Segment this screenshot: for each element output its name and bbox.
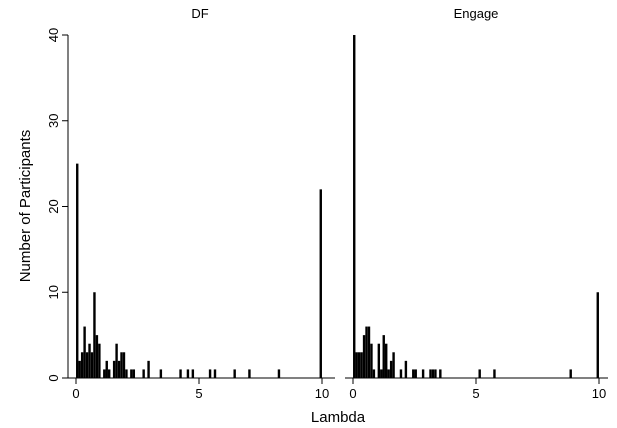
x-axis-title: Lambda [311, 409, 366, 426]
histogram-bar [186, 369, 190, 378]
histogram-bar [277, 369, 281, 378]
histogram-bar [382, 335, 385, 378]
histogram-bar [493, 369, 496, 378]
histogram-bar [159, 369, 163, 378]
histogram-bar [355, 352, 358, 378]
histogram-bar [191, 369, 195, 378]
histogram-bar [439, 369, 442, 378]
histogram-bar [213, 369, 217, 378]
panel-title-df: DF [191, 6, 208, 21]
y-axis-title: Number of Participants [17, 130, 34, 283]
histogram-bar [434, 369, 437, 378]
histogram-bar [80, 352, 84, 378]
histogram-bar [88, 343, 91, 378]
bars-engage [353, 35, 599, 378]
histogram-bar [431, 369, 435, 378]
histogram-bar [130, 369, 133, 378]
x-tick-label: 10 [315, 386, 329, 401]
histogram-bar [377, 343, 381, 378]
histogram-bar [362, 335, 366, 378]
histogram-bar [380, 369, 383, 378]
histogram-bar [248, 369, 251, 378]
histogram-bar [367, 326, 371, 378]
histogram-bar [360, 352, 363, 378]
histogram-bar [122, 352, 126, 378]
histogram-bar [414, 369, 417, 378]
histogram-bar [596, 292, 599, 378]
histogram-bar [387, 369, 390, 378]
histogram-bar [93, 292, 96, 378]
histogram-bar [478, 369, 481, 378]
histogram-bar [117, 360, 121, 378]
histogram-bar [115, 343, 118, 378]
x-tick-label: 0 [72, 386, 79, 401]
histogram-bar [389, 360, 393, 378]
x-tick-label: 0 [349, 386, 356, 401]
histogram-bar [370, 343, 373, 378]
histogram-bar [105, 360, 108, 378]
histogram-bar [103, 369, 106, 378]
histogram-bar [78, 360, 81, 378]
histogram-bar [95, 335, 99, 378]
histogram-bar [319, 189, 322, 378]
histogram-bar [233, 369, 236, 378]
histogram-bar [208, 369, 212, 378]
histogram-bar [179, 369, 182, 378]
y-axis: 0 10 20 30 40 [46, 28, 68, 382]
histogram-bar [76, 163, 79, 378]
histogram-bar [429, 369, 432, 378]
y-tick-label: 0 [46, 374, 61, 381]
histogram-bar [108, 369, 111, 378]
histogram-bar [421, 369, 425, 378]
histogram-bar [98, 343, 101, 378]
histogram-bar [372, 369, 376, 378]
histogram-bar [120, 352, 123, 378]
histogram-bar [125, 369, 128, 378]
histogram-bar [353, 35, 356, 378]
histogram-bar [142, 369, 145, 378]
histogram-bar [404, 360, 408, 378]
y-tick-label: 40 [46, 28, 61, 42]
histogram-bar [385, 343, 388, 378]
panel-title-engage: Engage [454, 6, 499, 21]
histogram-bar [399, 369, 403, 378]
histogram-bar [392, 352, 395, 378]
x-tick-label: 5 [195, 386, 202, 401]
histogram-bar [90, 352, 94, 378]
histogram-bar [85, 352, 89, 378]
x-axis-df: 0 5 10 [72, 378, 329, 401]
histogram-bar [147, 360, 150, 378]
histogram-bar [357, 352, 361, 378]
y-tick-label: 30 [46, 114, 61, 128]
y-tick-label: 10 [46, 285, 61, 299]
x-tick-label: 10 [592, 386, 606, 401]
histogram-bar [112, 360, 116, 378]
y-tick-label: 20 [46, 199, 61, 213]
x-axis-engage: 0 5 10 [349, 378, 606, 401]
histogram-bar [132, 369, 136, 378]
bars-df [76, 163, 322, 378]
x-tick-label: 5 [472, 386, 479, 401]
histogram-bar [412, 369, 415, 378]
histogram-bar [365, 326, 368, 378]
histogram-bar [83, 326, 86, 378]
histogram-bar [569, 369, 572, 378]
